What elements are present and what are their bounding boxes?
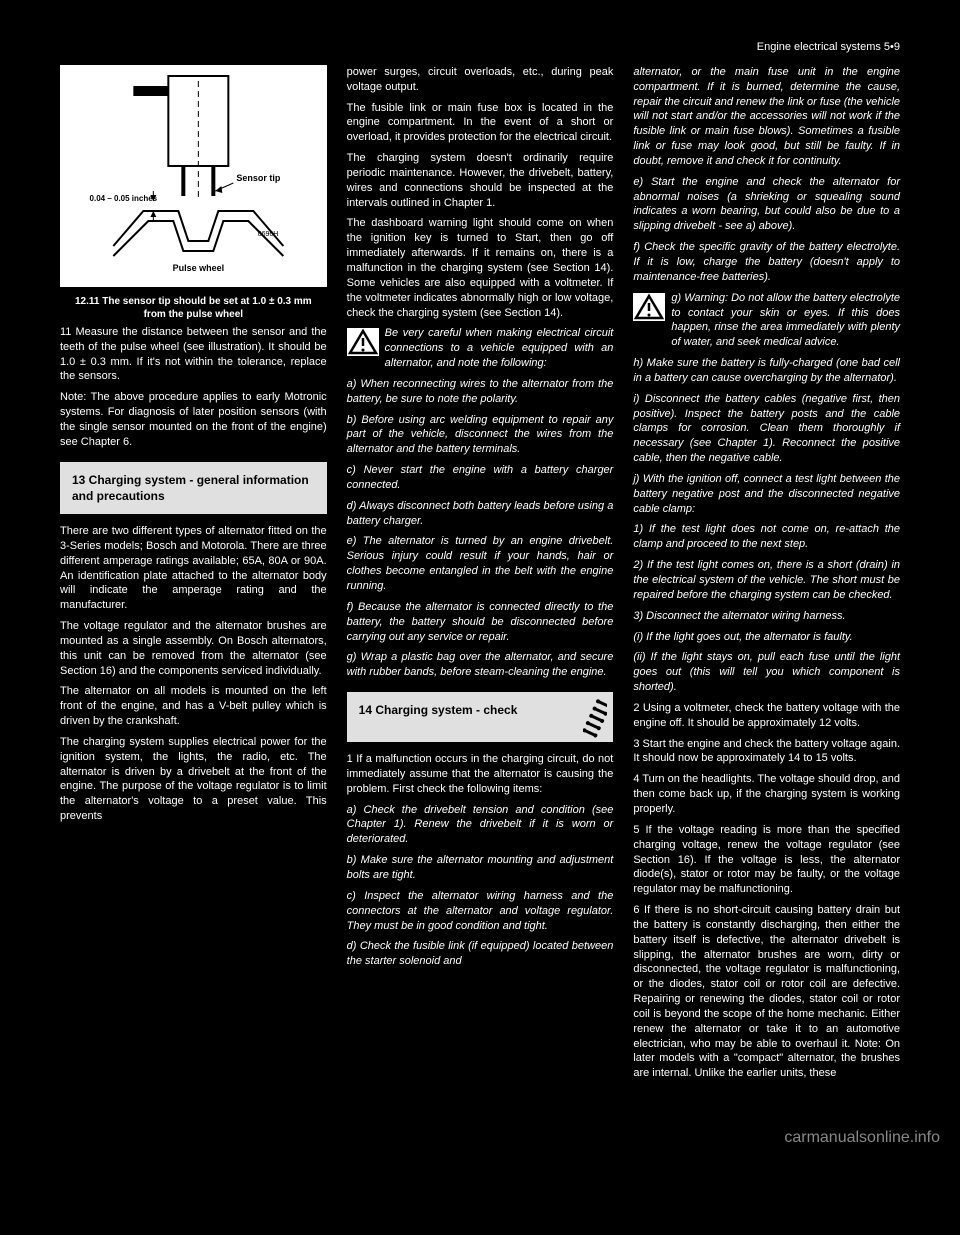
body-text: g) Warning: Do not allow the battery ele… bbox=[671, 291, 900, 350]
warning-block: Be very careful when making electrical c… bbox=[347, 326, 614, 377]
difficulty-icon bbox=[583, 698, 607, 746]
column-1: Sensor tip 0.04 – 0.05 inches Pul bbox=[60, 65, 327, 1087]
body-text: a) Check the drivebelt tension and condi… bbox=[347, 803, 614, 848]
warning-icon bbox=[347, 328, 379, 356]
body-text: a) When reconnecting wires to the altern… bbox=[347, 377, 614, 407]
body-text: 2 Using a voltmeter, check the battery v… bbox=[633, 701, 900, 731]
body-text: The alternator on all models is mounted … bbox=[60, 684, 327, 729]
section-title: 13 Charging system - general information… bbox=[72, 473, 309, 503]
svg-text:Sensor tip: Sensor tip bbox=[236, 173, 281, 183]
body-text: d) Always disconnect both battery leads … bbox=[347, 499, 614, 529]
body-text: h) Make sure the battery is fully-charge… bbox=[633, 356, 900, 386]
body-text: 1) If the test light does not come on, r… bbox=[633, 522, 900, 552]
sensor-diagram: Sensor tip 0.04 – 0.05 inches Pul bbox=[66, 71, 321, 281]
body-text: 3 Start the engine and check the battery… bbox=[633, 737, 900, 767]
body-text: 5 If the voltage reading is more than th… bbox=[633, 823, 900, 897]
body-text: e) Start the engine and check the altern… bbox=[633, 175, 900, 234]
body-text: 3) Disconnect the alternator wiring harn… bbox=[633, 609, 900, 624]
body-text: 1 If a malfunction occurs in the chargin… bbox=[347, 752, 614, 797]
body-text: 6 If there is no short-circuit causing b… bbox=[633, 903, 900, 1081]
watermark: carmanualsonline.info bbox=[0, 1117, 960, 1169]
body-text: There are two different types of alterna… bbox=[60, 524, 327, 613]
svg-text:0696H: 0696H bbox=[258, 231, 279, 238]
warning-block: g) Warning: Do not allow the battery ele… bbox=[633, 291, 900, 356]
body-text: The charging system doesn't ordinarily r… bbox=[347, 151, 614, 210]
body-text: c) Inspect the alternator wiring harness… bbox=[347, 889, 614, 934]
body-text: i) Disconnect the battery cables (negati… bbox=[633, 392, 900, 466]
body-text: (ii) If the light stays on, pull each fu… bbox=[633, 650, 900, 695]
figure-caption: 12.11 The sensor tip should be set at 1.… bbox=[60, 291, 327, 325]
body-text: g) Wrap a plastic bag over the alternato… bbox=[347, 650, 614, 680]
warning-icon bbox=[633, 293, 665, 321]
section-title: 14 Charging system - check bbox=[359, 703, 518, 717]
figure-12-11: Sensor tip 0.04 – 0.05 inches Pul bbox=[60, 65, 327, 287]
body-text: Note: The above procedure applies to ear… bbox=[60, 390, 327, 449]
body-text: The charging system supplies electrical … bbox=[60, 735, 327, 824]
body-text: f) Because the alternator is connected d… bbox=[347, 600, 614, 645]
body-text: d) Check the fusible link (if equipped) … bbox=[347, 939, 614, 969]
svg-text:Pulse wheel: Pulse wheel bbox=[173, 263, 225, 273]
body-text: e) The alternator is turned by an engine… bbox=[347, 534, 614, 593]
body-text: The dashboard warning light should come … bbox=[347, 216, 614, 320]
body-text: f) Check the specific gravity of the bat… bbox=[633, 240, 900, 285]
svg-text:0.04 – 0.05 inches: 0.04 – 0.05 inches bbox=[90, 194, 158, 203]
body-text: Be very careful when making electrical c… bbox=[385, 326, 614, 371]
body-text: (i) If the light goes out, the alternato… bbox=[633, 630, 900, 645]
body-text: alternator, or the main fuse unit in the… bbox=[633, 65, 900, 169]
body-text: b) Before using arc welding equipment to… bbox=[347, 413, 614, 458]
body-text: b) Make sure the alternator mounting and… bbox=[347, 853, 614, 883]
body-text: 11 Measure the distance between the sens… bbox=[60, 325, 327, 384]
body-text: The fusible link or main fuse box is loc… bbox=[347, 101, 614, 146]
section-header-14: 14 Charging system - check bbox=[347, 692, 614, 742]
page-header: Engine electrical systems 5•9 bbox=[60, 40, 900, 55]
column-3: alternator, or the main fuse unit in the… bbox=[633, 65, 900, 1087]
body-text: The voltage regulator and the alternator… bbox=[60, 619, 327, 678]
body-text: c) Never start the engine with a battery… bbox=[347, 463, 614, 493]
section-header-13: 13 Charging system - general information… bbox=[60, 462, 327, 514]
body-text: 2) If the test light comes on, there is … bbox=[633, 558, 900, 603]
body-text: j) With the ignition off, connect a test… bbox=[633, 472, 900, 517]
body-text: 4 Turn on the headlights. The voltage sh… bbox=[633, 772, 900, 817]
column-2: power surges, circuit overloads, etc., d… bbox=[347, 65, 614, 1087]
body-text: power surges, circuit overloads, etc., d… bbox=[347, 65, 614, 95]
